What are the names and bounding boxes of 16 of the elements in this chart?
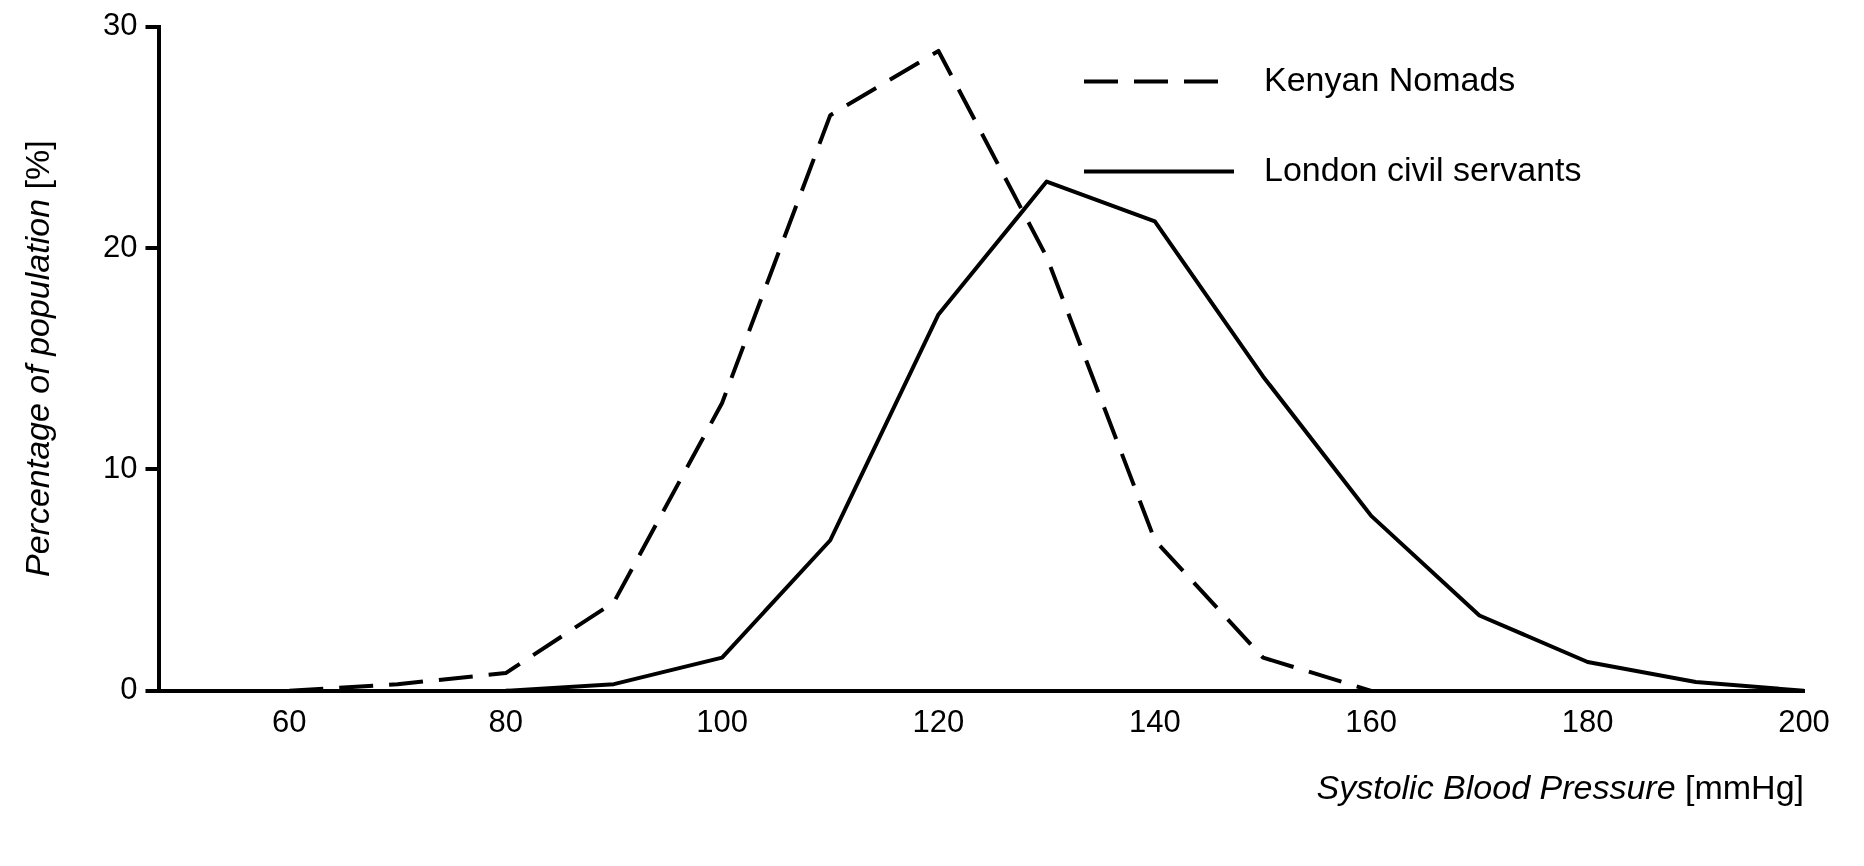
- x-tick-label: 100: [696, 703, 748, 739]
- x-tick-label: 120: [912, 703, 965, 739]
- legend-label: Kenyan Nomads: [1264, 59, 1516, 98]
- y-tick-label: 30: [103, 7, 138, 43]
- x-tick-label: 60: [272, 703, 307, 739]
- x-tick-label: 140: [1128, 703, 1181, 739]
- x-tick-label: 160: [1345, 703, 1398, 739]
- x-tick-label: 200: [1778, 703, 1830, 739]
- y-tick-label: 20: [103, 228, 138, 264]
- y-tick-label: 0: [120, 671, 138, 707]
- y-axis-title: Percentage of population [%]: [18, 140, 57, 578]
- legend-label: London civil servants: [1264, 149, 1582, 188]
- x-axis-title: Systolic Blood Pressure [mmHg]: [1316, 768, 1805, 807]
- y-tick-label: 10: [103, 449, 138, 485]
- x-tick-label: 80: [488, 703, 523, 739]
- x-tick-label: 180: [1561, 703, 1614, 739]
